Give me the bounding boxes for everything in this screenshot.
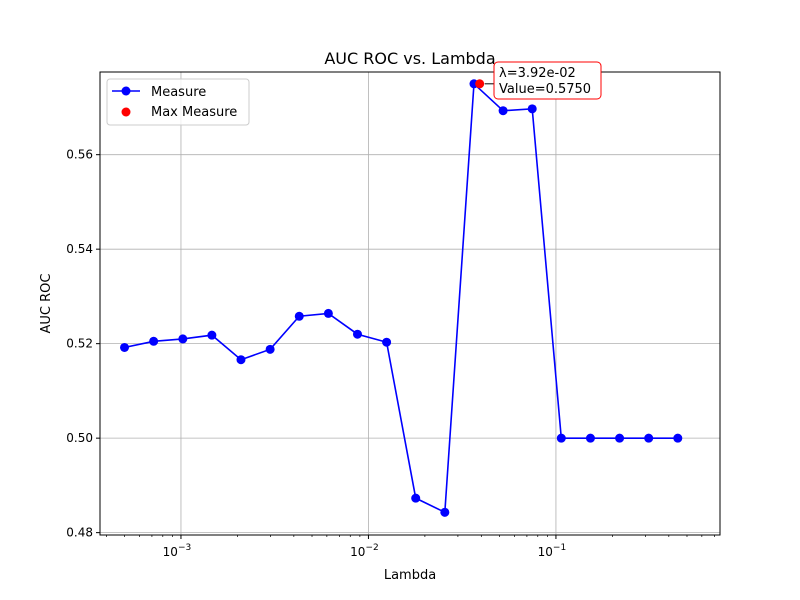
y-tick-label: 0.52 bbox=[66, 337, 93, 351]
y-tick-label: 0.50 bbox=[66, 431, 93, 445]
measure-point bbox=[615, 433, 625, 443]
x-tick-label: 10−2 bbox=[350, 543, 379, 559]
y-tick-label: 0.56 bbox=[66, 148, 93, 162]
y-axis-title: AUC ROC bbox=[39, 274, 54, 334]
x-axis-title: Lambda bbox=[384, 568, 436, 583]
legend-max-label: Max Measure bbox=[151, 105, 237, 120]
measure-point bbox=[352, 329, 362, 339]
tick-layer: 0.48 0.50 0.52 0.54 0.56 10−3 10−2 10−1 bbox=[66, 148, 715, 559]
max-annotation: λ=3.92e-02 Value=0.5750 bbox=[484, 61, 602, 100]
measure-point bbox=[149, 336, 159, 346]
legend-max-marker bbox=[121, 107, 131, 117]
measure-point bbox=[265, 344, 275, 354]
measure-point bbox=[498, 106, 508, 116]
annotation-lambda: λ=3.92e-02 bbox=[499, 66, 576, 81]
measure-point bbox=[644, 433, 654, 443]
legend: Measure Max Measure bbox=[106, 78, 250, 126]
measure-point bbox=[585, 433, 595, 443]
measure-point bbox=[236, 355, 246, 365]
y-tick-label: 0.54 bbox=[66, 242, 93, 256]
y-tick-label: 0.48 bbox=[66, 526, 93, 540]
chart-title: AUC ROC vs. Lambda bbox=[324, 49, 495, 68]
measure-point bbox=[323, 308, 333, 318]
measure-point bbox=[120, 342, 130, 352]
measure-point bbox=[440, 507, 450, 517]
measure-point bbox=[673, 433, 683, 443]
measure-point bbox=[527, 104, 537, 114]
x-tick-label: 10−3 bbox=[163, 543, 192, 559]
measure-point bbox=[294, 311, 304, 321]
measure-point bbox=[382, 337, 392, 347]
legend-box bbox=[106, 78, 250, 126]
measure-point bbox=[207, 330, 217, 340]
x-tick-label: 10−1 bbox=[538, 543, 567, 559]
annotation-box bbox=[493, 61, 602, 100]
measure-point bbox=[411, 493, 421, 503]
annotation-value: Value=0.5750 bbox=[499, 82, 591, 97]
data-layer bbox=[120, 79, 683, 517]
grid-layer bbox=[100, 72, 720, 535]
measure-point bbox=[178, 334, 188, 344]
legend-measure-marker bbox=[121, 86, 131, 96]
legend-measure-label: Measure bbox=[151, 85, 206, 100]
plot-frame bbox=[99, 71, 721, 536]
measure-line bbox=[124, 82, 678, 514]
max-measure-point bbox=[475, 79, 485, 89]
measure-point bbox=[556, 433, 566, 443]
